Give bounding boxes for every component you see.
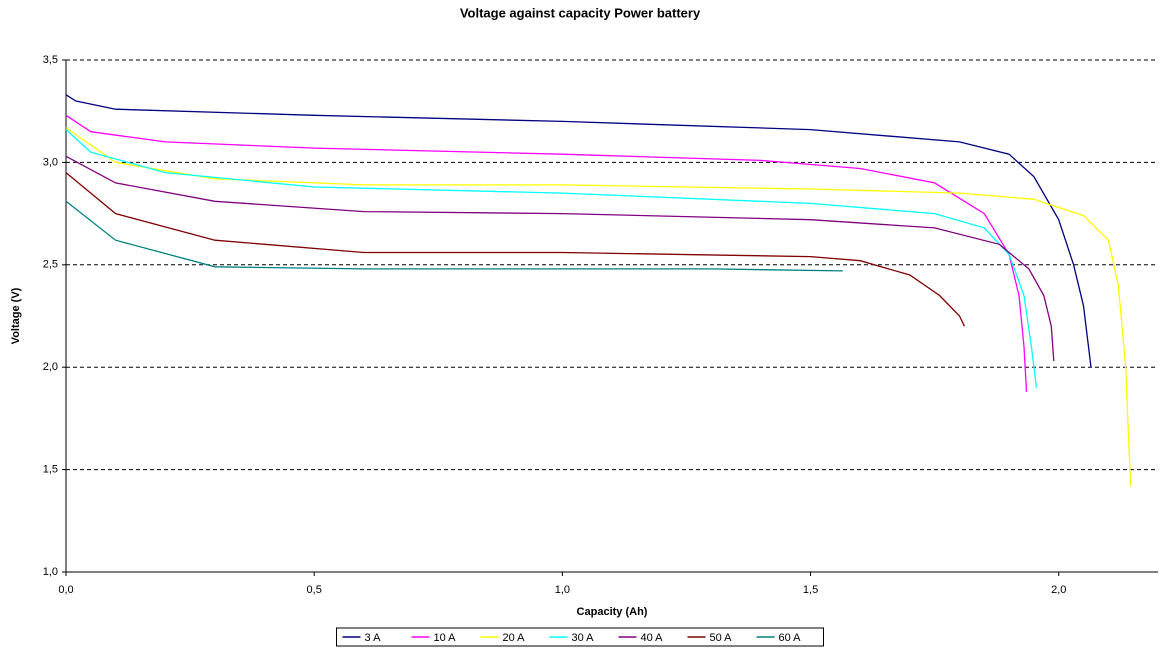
- legend-label: 40 A: [641, 632, 664, 644]
- series-line: [65, 129, 1038, 388]
- legend-label: 30 A: [572, 632, 595, 644]
- y-tick-label: 1,0: [43, 566, 58, 578]
- legend-label: 3 A: [365, 632, 382, 644]
- series-line: [65, 172, 965, 327]
- y-tick-label: 1,5: [43, 464, 58, 476]
- series-line: [65, 200, 843, 272]
- y-tick-label: 2,0: [43, 361, 58, 373]
- series-line: [65, 155, 1055, 362]
- legend-box: [336, 627, 824, 647]
- series-line: [65, 94, 1092, 368]
- legend-label: 20 A: [503, 632, 526, 644]
- legend-label: 60 A: [779, 632, 802, 644]
- x-tick-label: 2,0: [1051, 584, 1066, 596]
- x-tick-label: 0,0: [58, 584, 73, 596]
- y-axis-label: Voltage (V): [10, 287, 22, 344]
- y-tick-label: 3,0: [43, 156, 58, 168]
- y-tick-label: 3,5: [43, 54, 58, 66]
- x-tick-label: 0,5: [307, 584, 322, 596]
- series-line: [65, 114, 1028, 392]
- x-tick-label: 1,5: [803, 584, 818, 596]
- series-line: [65, 127, 1132, 487]
- x-axis-label: Capacity (Ah): [577, 606, 648, 618]
- legend-label: 10 A: [434, 632, 457, 644]
- x-tick-label: 1,0: [555, 584, 570, 596]
- legend-label: 50 A: [710, 632, 733, 644]
- chart-title: Voltage against capacity Power battery: [460, 5, 701, 20]
- y-tick-label: 2,5: [43, 259, 58, 271]
